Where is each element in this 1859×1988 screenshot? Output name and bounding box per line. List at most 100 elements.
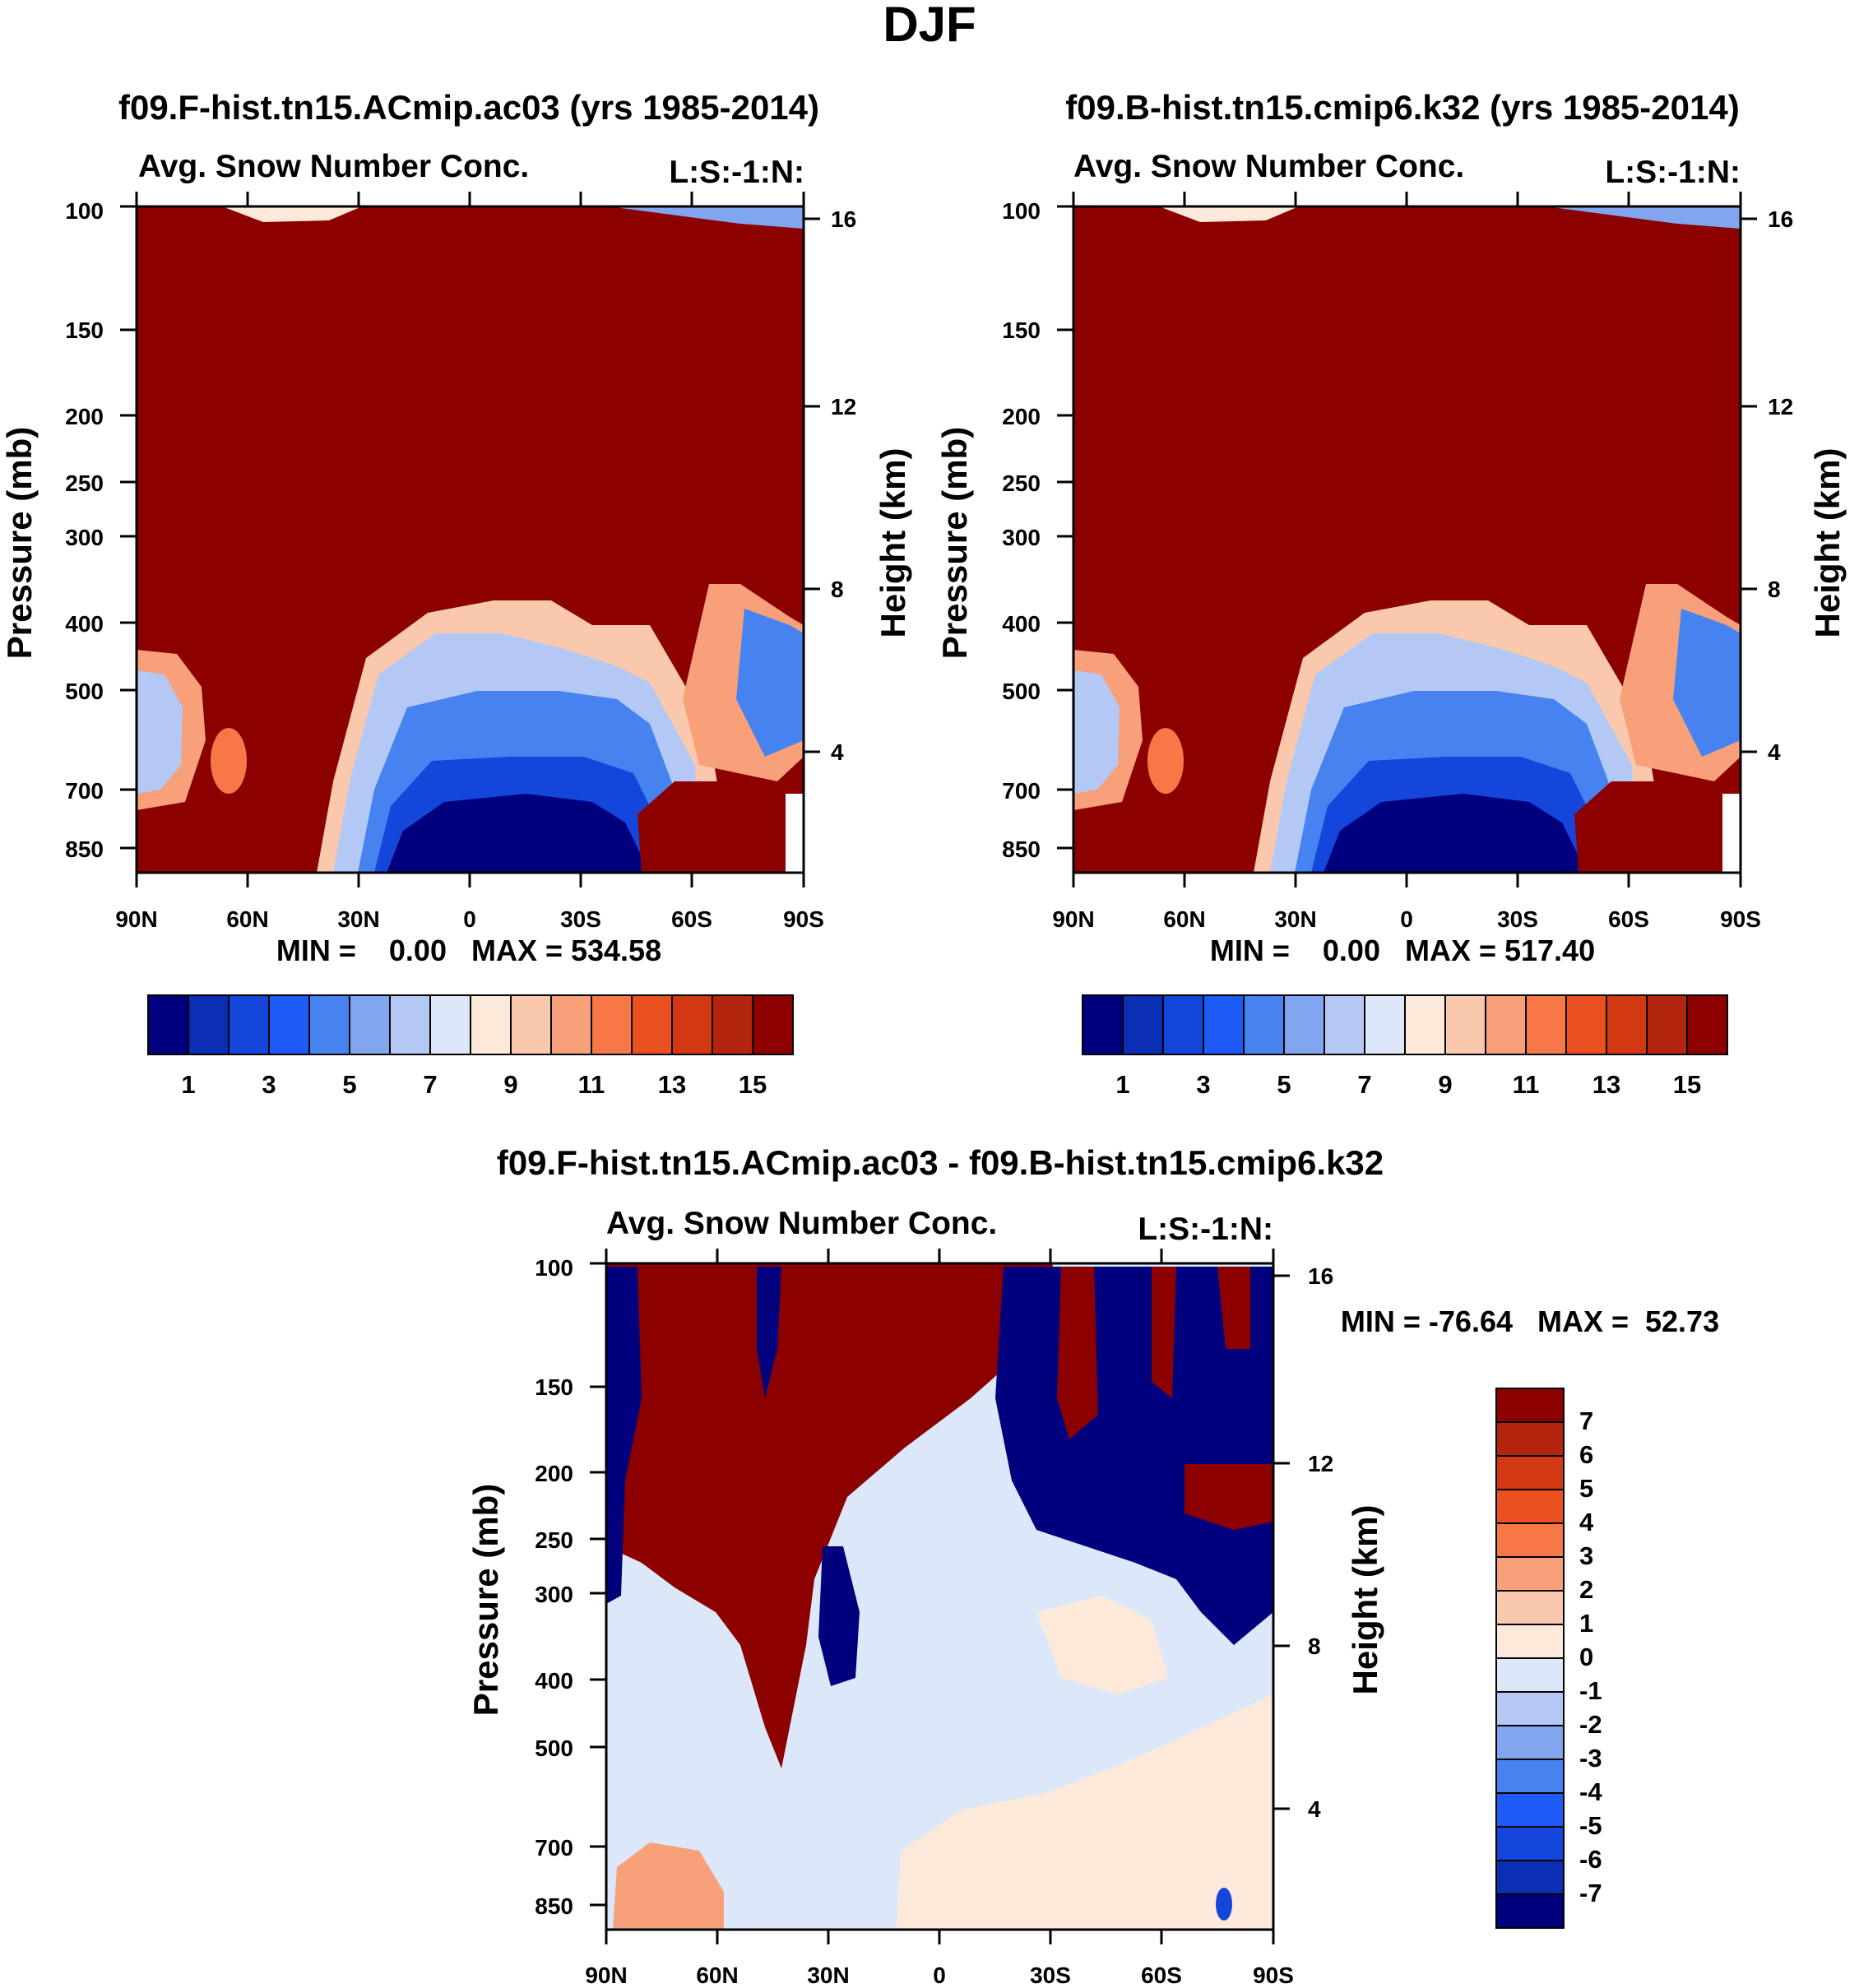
diff-field-small-blue — [1216, 1888, 1232, 1921]
colorbar-cell — [1606, 994, 1648, 1055]
right-x-tick-label: 30N — [1274, 906, 1316, 932]
left-colorbar-label: 5 — [342, 1070, 356, 1099]
diff-y-tick — [590, 1262, 606, 1907]
colorbar-cell — [1324, 994, 1365, 1055]
right-field-polar-nh-inner — [1073, 670, 1120, 794]
colorbar-cell — [470, 994, 512, 1055]
colorbar-cell — [1082, 994, 1124, 1055]
colorbar-cell — [147, 994, 189, 1055]
colorbar-cell — [1495, 1759, 1565, 1794]
left-y-right-tick-label: 8 — [831, 577, 844, 602]
diff-min-max: MIN = -76.64 MAX = 52.73 — [1341, 1304, 1719, 1338]
left-field-missing — [786, 794, 804, 873]
diff-x-axis: 90N 60N 30N 0 30S 60S 90S — [585, 1249, 1294, 1988]
diff-x-tick-label: 30S — [1030, 1963, 1071, 1988]
colorbar-cell — [591, 994, 633, 1055]
diff-x-tick-label: 30N — [807, 1963, 849, 1988]
left-plot-field — [137, 206, 804, 873]
right-y-tick-label: 250 — [1002, 470, 1041, 496]
diff-colorbar-label: 6 — [1579, 1440, 1593, 1469]
left-colorbar: 1 3 5 7 9 11 13 15 — [147, 994, 794, 1099]
left-colorbar-cells — [147, 994, 794, 1055]
left-field-top-strip-n — [222, 206, 362, 222]
right-field-polar-sh-inner — [1673, 609, 1741, 757]
diff-colorbar-label: 2 — [1579, 1575, 1593, 1604]
left-y-tick-label: 700 — [65, 778, 104, 804]
right-y-tick — [1057, 205, 1073, 850]
diff-x-tick-label: 90N — [585, 1963, 627, 1988]
colorbar-cell — [752, 994, 794, 1055]
left-colorbar-label: 13 — [658, 1070, 686, 1099]
left-x-tick-label: 90S — [783, 906, 824, 932]
diff-colorbar-label: -2 — [1579, 1710, 1602, 1739]
right-y-right-tick-label: 16 — [1768, 206, 1793, 232]
diff-colorbar-label: -3 — [1579, 1744, 1602, 1773]
right-panel-title: f09.B-hist.tn15.cmip6.k32 (yrs 1985-2014… — [1065, 88, 1739, 127]
colorbar-cell — [1364, 994, 1406, 1055]
left-y-right-tick-label: 16 — [831, 206, 856, 232]
colorbar-cell — [1495, 1388, 1565, 1423]
colorbar-cell — [188, 994, 229, 1055]
diff-field-upper-red-south-3 — [1184, 1464, 1273, 1530]
right-plot-field — [1073, 206, 1741, 873]
right-y-tick-label: 400 — [1002, 611, 1041, 637]
left-panel-corner-label: L:S:-1:N: — [669, 155, 804, 190]
colorbar-cell — [1495, 1657, 1565, 1693]
left-y-tick-label: 300 — [65, 525, 104, 550]
right-panel-subtitle: Avg. Snow Number Conc. — [1073, 149, 1464, 184]
diff-y-right-axis-label: Height (km) — [1346, 1505, 1384, 1695]
right-y-axis: 100 150 200 250 300 400 500 700 850 Pres… — [935, 198, 1073, 862]
diff-y-axis-label: Pressure (mb) — [466, 1484, 505, 1716]
colorbar-cell — [1495, 1522, 1565, 1558]
left-y-right-tick-label: 12 — [831, 394, 856, 419]
colorbar-cell — [1203, 994, 1245, 1055]
colorbar-cell — [1495, 1691, 1565, 1726]
diff-y-axis: 100 150 200 250 300 400 500 700 850 Pres… — [466, 1255, 606, 1919]
right-y-tick-label: 200 — [1002, 404, 1041, 429]
colorbar-cell — [1495, 1725, 1565, 1760]
right-y-tick-label: 100 — [1002, 198, 1041, 224]
diff-colorbar-label: 4 — [1579, 1508, 1594, 1536]
right-colorbar-label: 9 — [1438, 1070, 1452, 1099]
left-y-right-tick — [804, 217, 820, 753]
left-colorbar-label: 3 — [262, 1070, 276, 1099]
left-field-top-strip-s — [609, 206, 804, 229]
diff-colorbar-label: 3 — [1579, 1541, 1593, 1570]
colorbar-cell — [1495, 1826, 1565, 1861]
left-field-surface-red — [637, 781, 790, 873]
diff-panel-subtitle: Avg. Snow Number Conc. — [606, 1206, 997, 1241]
diff-y-tick-label: 100 — [535, 1255, 573, 1281]
left-y-tick-label: 200 — [65, 404, 104, 429]
left-y-axis: 100 150 200 250 300 400 500 700 850 Pres… — [0, 198, 137, 862]
diff-x-tick-label: 60N — [696, 1963, 738, 1988]
diff-y-tick-label: 300 — [535, 1582, 573, 1607]
diff-colorbar: 7 6 5 4 3 2 1 0 -1 -2 -3 -4 -5 -6 -7 — [1495, 1388, 1602, 1929]
left-y-tick-label: 250 — [65, 470, 104, 496]
colorbar-cell — [228, 994, 270, 1055]
diff-panel-corner-label: L:S:-1:N: — [1138, 1212, 1273, 1247]
colorbar-cell — [349, 994, 391, 1055]
diff-y-right-tick-label: 12 — [1308, 1451, 1333, 1476]
diff-y-right-tick-label: 8 — [1308, 1633, 1321, 1659]
diff-field-upper-red-south-1 — [1057, 1267, 1098, 1439]
right-x-tick — [1072, 192, 1742, 887]
left-x-axis: 90N 60N 30N 0 30S 60S 90S — [115, 192, 824, 932]
right-field-surface-red — [1574, 781, 1727, 873]
diff-colorbar-label: -4 — [1579, 1777, 1602, 1806]
colorbar-cell — [1646, 994, 1688, 1055]
diff-y-tick-label: 150 — [535, 1374, 573, 1400]
colorbar-cell — [268, 994, 310, 1055]
diff-x-tick-label: 60S — [1141, 1963, 1182, 1988]
colorbar-cell — [429, 994, 471, 1055]
right-y-right-axis-label: Height (km) — [1808, 448, 1847, 638]
diff-colorbar-label: 0 — [1579, 1643, 1593, 1671]
colorbar-cell — [1122, 994, 1164, 1055]
diff-y-tick-label: 850 — [535, 1893, 573, 1919]
right-min-max: MIN = 0.00 MAX = 517.40 — [1210, 934, 1595, 967]
right-field-nh-blob — [1147, 728, 1184, 794]
colorbar-cell — [1283, 994, 1325, 1055]
colorbar-cell — [510, 994, 552, 1055]
right-field-top-strip-s — [1546, 206, 1741, 229]
diff-y-tick-label: 700 — [535, 1835, 573, 1861]
right-panel-corner-label: L:S:-1:N: — [1605, 155, 1741, 190]
